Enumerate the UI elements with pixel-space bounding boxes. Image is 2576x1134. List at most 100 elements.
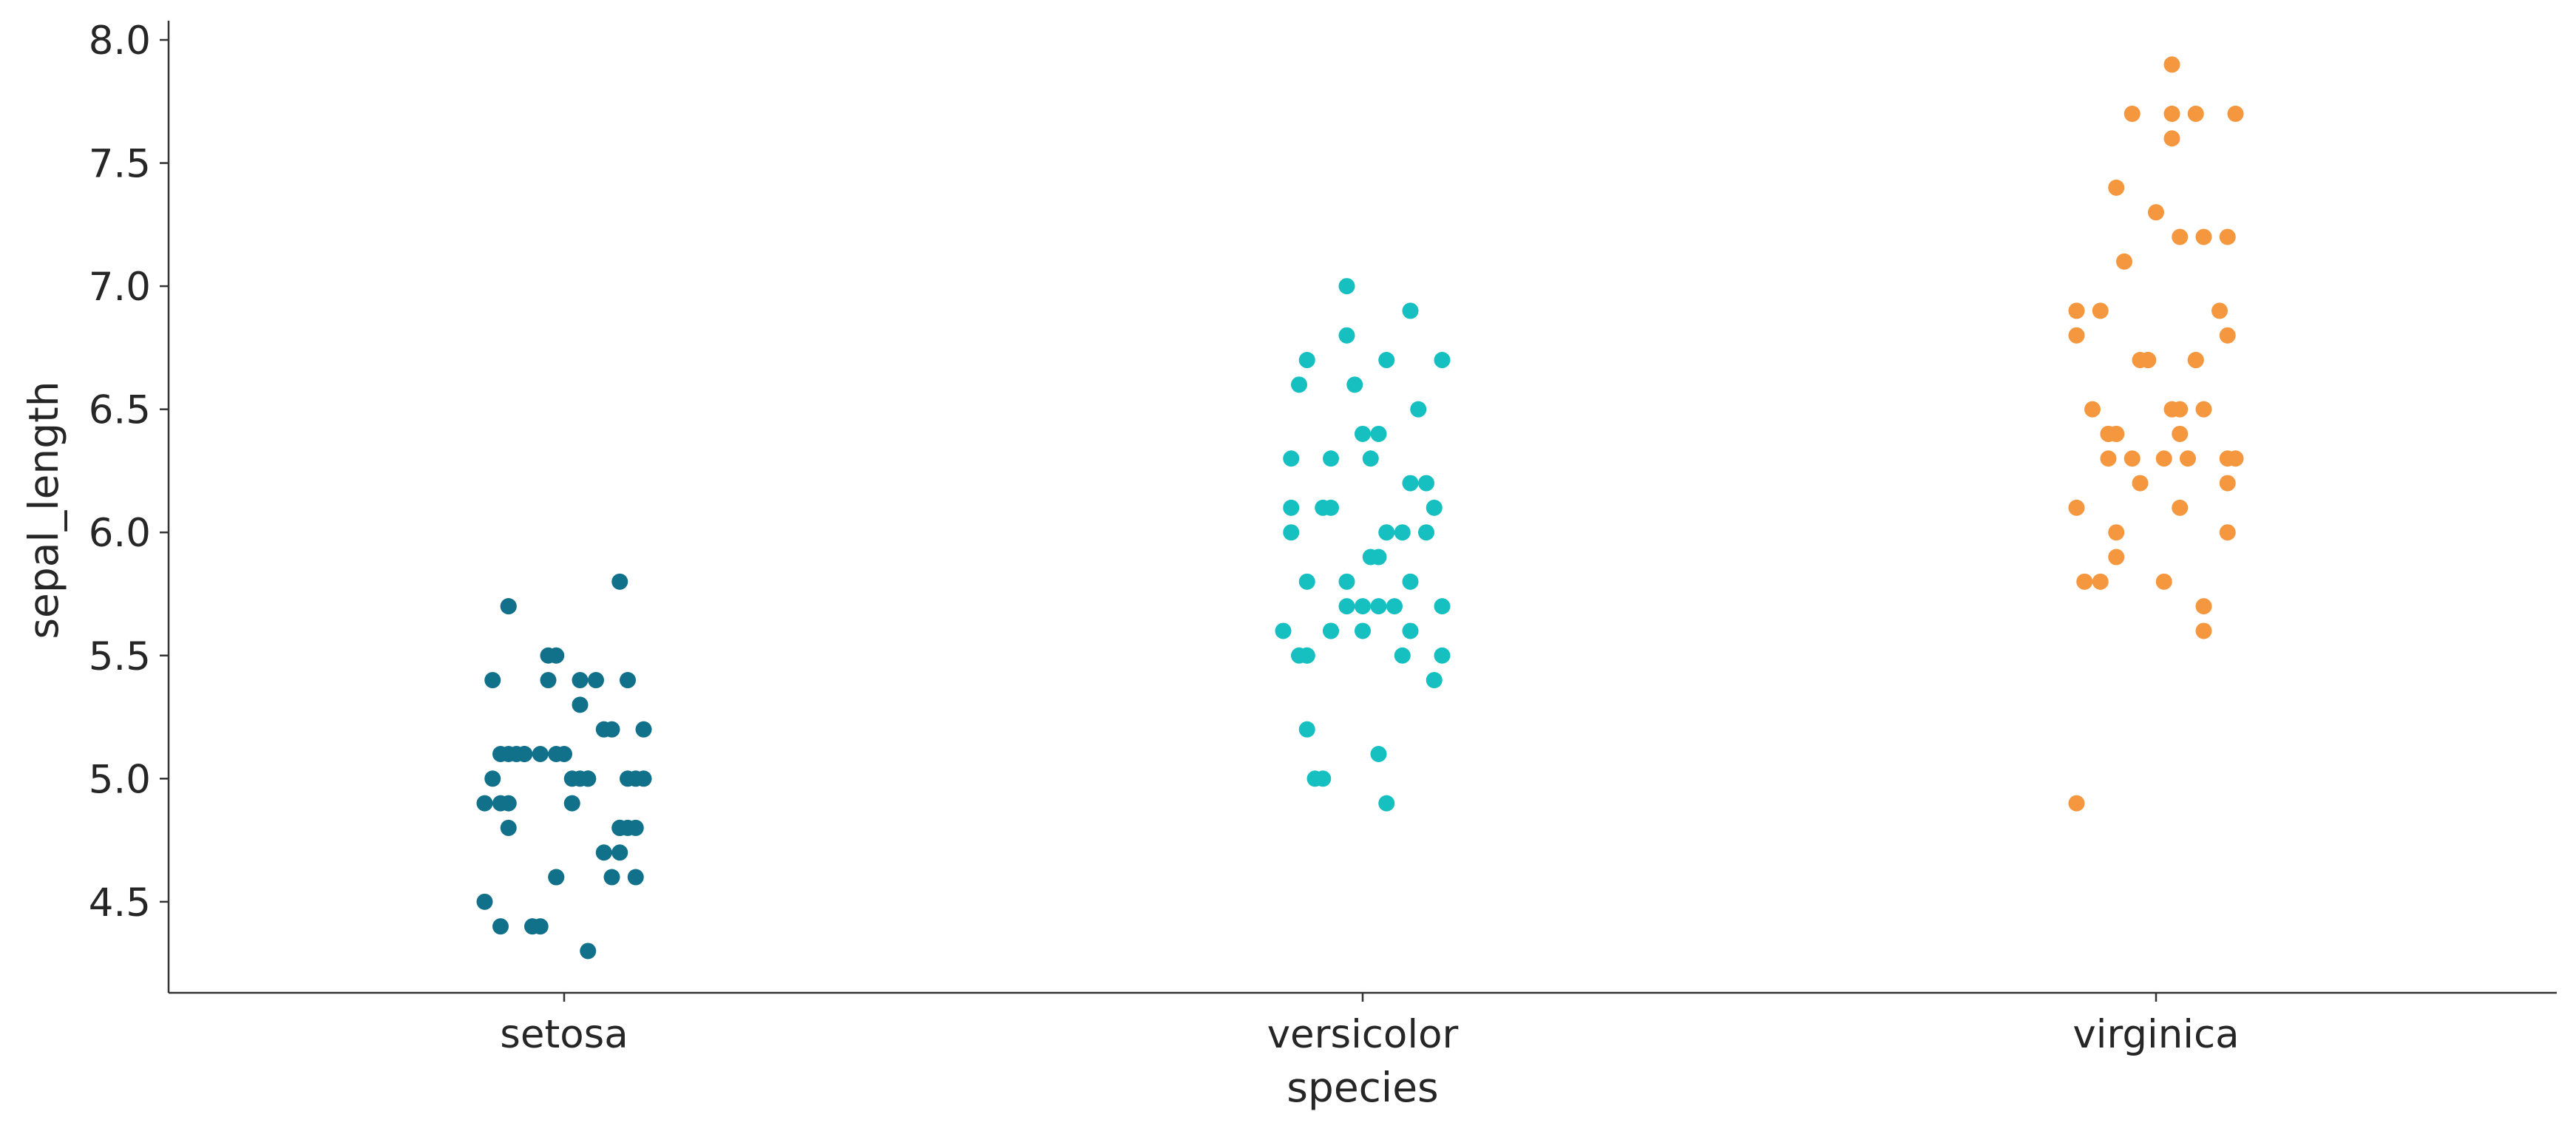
versicolor-point (1298, 573, 1315, 590)
x-tick-label: setosa (500, 1012, 628, 1057)
setosa-point (548, 647, 565, 664)
virginica-point (2195, 401, 2212, 418)
x-tick-label: versicolor (1267, 1012, 1459, 1057)
virginica-point (2140, 352, 2157, 369)
setosa-point (524, 918, 540, 935)
versicolor-point (1298, 647, 1315, 664)
virginica-point (2172, 499, 2189, 516)
versicolor-point (1370, 425, 1387, 442)
y-tick-label: 7.0 (89, 265, 151, 310)
versicolor-point (1386, 598, 1403, 615)
versicolor-point (1355, 622, 1371, 639)
y-axis-label: sepal_length (20, 381, 67, 639)
versicolor-point (1394, 524, 1411, 541)
setosa-point (627, 770, 644, 787)
versicolor-point (1283, 524, 1300, 541)
virginica-point (2195, 598, 2212, 615)
virginica-point (2180, 450, 2196, 467)
y-tick-label: 6.5 (89, 388, 151, 433)
setosa-point (603, 721, 620, 738)
setosa-point (572, 696, 589, 713)
versicolor-point (1418, 524, 1434, 541)
virginica-point (2068, 327, 2085, 344)
virginica-point (2092, 573, 2109, 590)
versicolor-point (1402, 475, 1419, 492)
virginica-point (2084, 401, 2101, 418)
versicolor-point (1315, 770, 1332, 787)
setosa-point (484, 770, 501, 787)
versicolor-point (1434, 647, 1451, 664)
versicolor-point (1418, 475, 1434, 492)
virginica-point (2123, 450, 2141, 467)
setosa-point (563, 795, 580, 812)
virginica-point (2227, 105, 2244, 122)
versicolor-point (1426, 499, 1443, 516)
virginica-point (2108, 524, 2125, 541)
versicolor-point (1355, 598, 1371, 615)
setosa-point (611, 573, 628, 590)
virginica-point (2172, 228, 2189, 245)
versicolor-point (1410, 401, 1427, 418)
setosa-point (500, 819, 517, 836)
virginica-point (2155, 573, 2172, 590)
versicolor-point (1338, 598, 1355, 615)
versicolor-point (1370, 745, 1387, 762)
virginica-point (2100, 450, 2117, 467)
virginica-point (2227, 450, 2244, 467)
versicolor-point (1275, 622, 1292, 639)
y-tick-label: 4.5 (89, 880, 151, 926)
virginica-point (2219, 228, 2236, 245)
x-axis-label: species (1287, 1064, 1438, 1111)
virginica-point (2187, 105, 2204, 122)
x-tick-label: virginica (2072, 1012, 2239, 1057)
setosa-point (548, 869, 565, 886)
virginica-point (2100, 425, 2117, 442)
virginica-point (2172, 401, 2189, 418)
virginica-point (2092, 302, 2109, 319)
virginica-point (2108, 179, 2125, 196)
virginica-point (2163, 105, 2180, 122)
setosa-point (572, 672, 589, 689)
versicolor-point (1346, 376, 1363, 393)
versicolor-point (1394, 647, 1411, 664)
versicolor-point (1370, 598, 1387, 615)
virginica-point (2068, 795, 2085, 812)
virginica-point (2155, 450, 2172, 467)
setosa-point (500, 795, 517, 812)
y-tick-label: 8.0 (89, 18, 151, 64)
setosa-point (603, 869, 620, 886)
y-tick-label: 7.5 (89, 142, 151, 187)
versicolor-point (1323, 622, 1339, 639)
virginica-point (2219, 327, 2236, 344)
versicolor-point (1338, 327, 1355, 344)
setosa-point (476, 893, 493, 910)
versicolor-point (1378, 524, 1395, 541)
versicolor-point (1323, 450, 1339, 467)
versicolor-point (1291, 376, 1307, 393)
setosa-point (620, 672, 636, 689)
versicolor-point (1283, 499, 1300, 516)
virginica-point (2195, 228, 2212, 245)
versicolor-point (1315, 499, 1332, 516)
versicolor-point (1298, 352, 1315, 369)
setosa-point (580, 943, 597, 960)
versicolor-point (1434, 352, 1451, 369)
versicolor-point (1362, 450, 1379, 467)
versicolor-point (1434, 598, 1451, 615)
setosa-point (611, 819, 628, 836)
virginica-point (2132, 475, 2149, 492)
versicolor-point (1283, 450, 1300, 467)
y-tick-label: 5.0 (89, 757, 151, 802)
setosa-point (516, 745, 533, 762)
setosa-point (500, 598, 517, 615)
setosa-point (611, 844, 628, 861)
setosa-point (588, 672, 604, 689)
y-axis-ticks: 4.5 5.0 5.5 6.0 6.5 7.0 7.5 8.0 (89, 18, 169, 926)
versicolor-point (1402, 622, 1419, 639)
versicolor-point (1338, 278, 1355, 295)
virginica-point (2123, 105, 2141, 122)
virginica-point (2195, 622, 2212, 639)
virginica-point (2068, 302, 2085, 319)
versicolor-point (1298, 721, 1315, 738)
